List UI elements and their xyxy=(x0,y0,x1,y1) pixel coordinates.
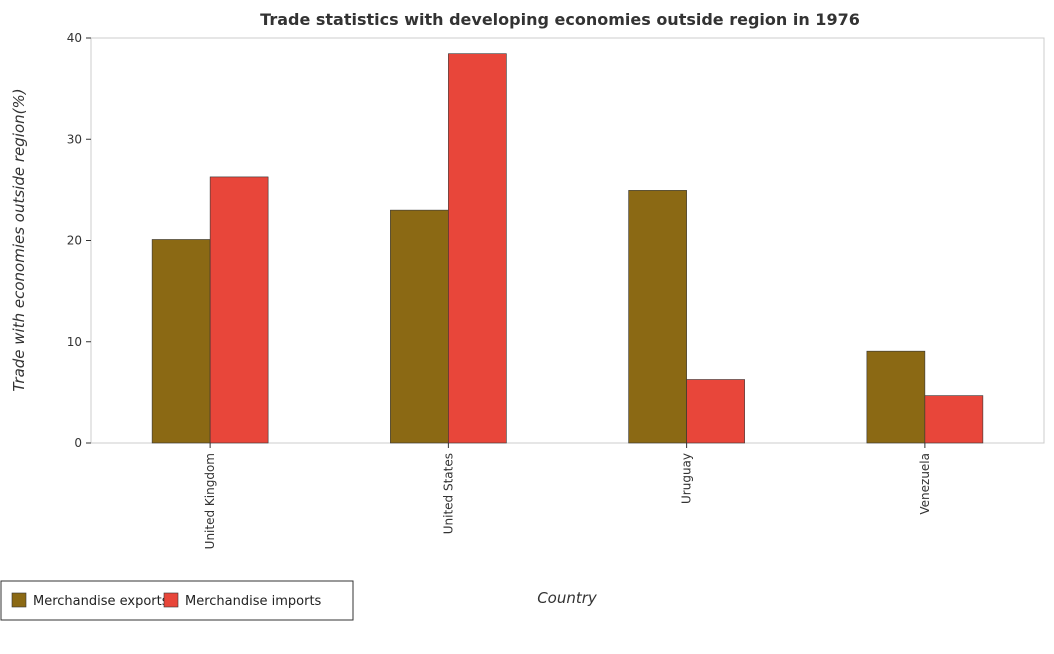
bar-exports xyxy=(151,239,211,444)
legend-label: Merchandise imports xyxy=(185,594,322,609)
x-tick-label: United Kingdom xyxy=(203,453,217,549)
bar-exports xyxy=(628,190,687,444)
legend-label: Merchandise exports xyxy=(33,594,169,609)
legend: Merchandise exports Merchandise imports xyxy=(0,580,354,621)
y-tick-label: 20 xyxy=(67,234,82,248)
y-tick-label: 40 xyxy=(67,31,82,45)
y-tick-label: 30 xyxy=(67,132,82,146)
x-tick-label: United States xyxy=(441,453,455,534)
chart-title: Trade statistics with developing economi… xyxy=(260,10,860,29)
legend-swatch xyxy=(163,592,179,608)
y-axis-label: Trade with economies outside region(%) xyxy=(10,88,28,391)
bar-imports xyxy=(209,176,269,444)
y-axis: 0 10 20 30 40 xyxy=(67,31,91,450)
x-axis: United Kingdom United States Uruguay Venezu… xyxy=(203,443,932,549)
bar-imports xyxy=(686,379,745,444)
bars xyxy=(151,53,984,444)
bar-imports xyxy=(924,395,984,444)
x-tick-label: Venezuela xyxy=(918,453,932,515)
y-tick-label: 10 xyxy=(67,335,82,349)
x-tick-label: Uruguay xyxy=(680,453,694,504)
bar-exports xyxy=(390,209,449,444)
bar-imports xyxy=(448,53,507,444)
x-axis-label: Country xyxy=(537,589,598,607)
bar-exports xyxy=(866,350,926,444)
y-tick-label: 0 xyxy=(74,436,82,450)
legend-swatch xyxy=(11,592,27,608)
